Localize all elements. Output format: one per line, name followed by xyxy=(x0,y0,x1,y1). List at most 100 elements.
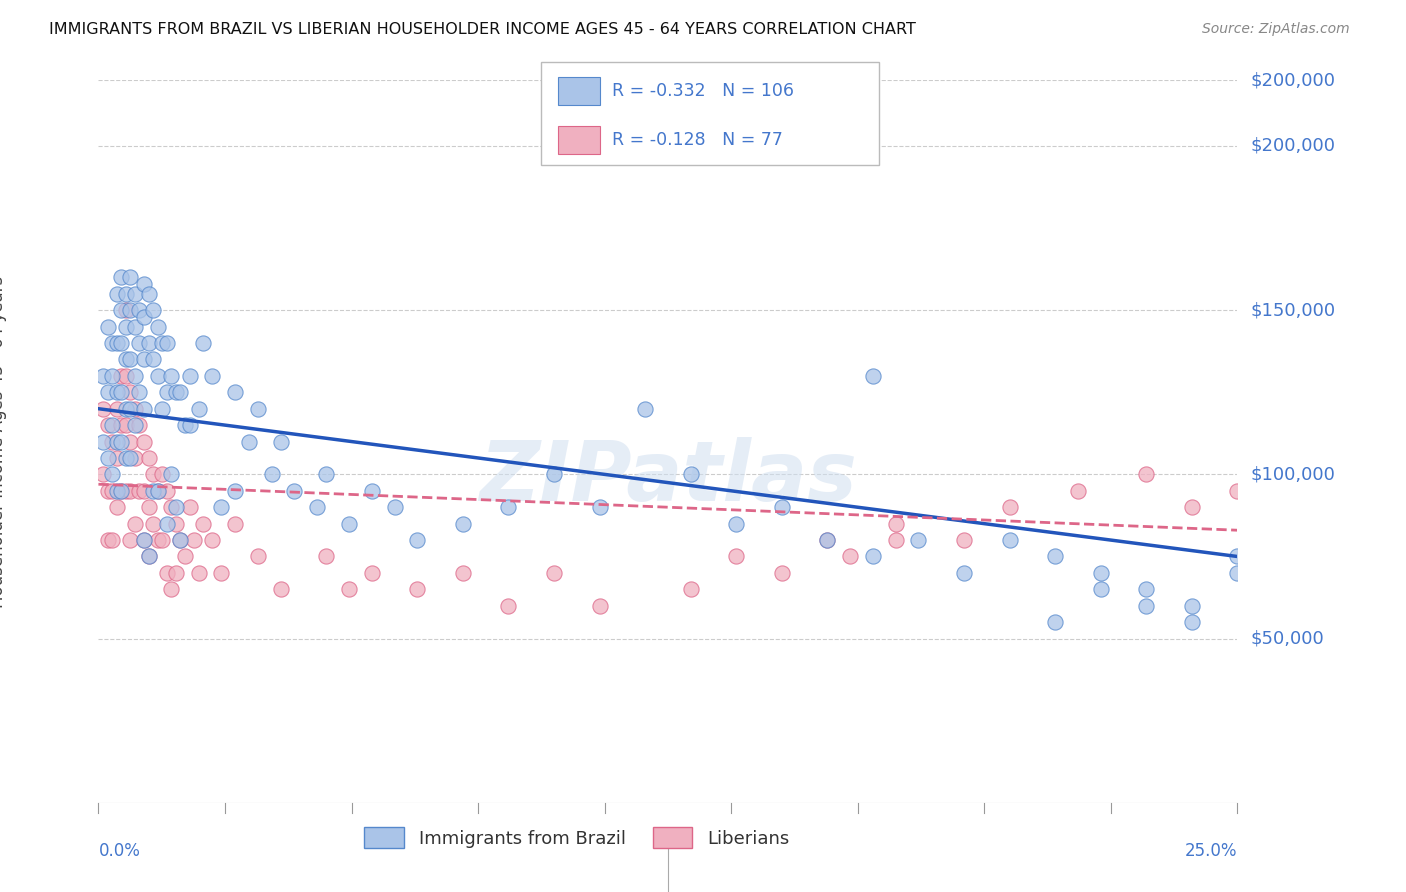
Point xyxy=(120,303,142,318)
Point xyxy=(209,566,232,580)
Point xyxy=(150,401,173,416)
Point xyxy=(91,467,114,482)
Point xyxy=(105,450,128,465)
Point xyxy=(105,483,128,498)
Point xyxy=(1090,582,1112,597)
Point xyxy=(884,533,907,547)
Point xyxy=(114,401,136,416)
Point xyxy=(156,566,179,580)
Point xyxy=(150,467,173,482)
Text: $200,000: $200,000 xyxy=(1251,71,1336,89)
Text: Source: ZipAtlas.com: Source: ZipAtlas.com xyxy=(1202,22,1350,37)
Point xyxy=(124,368,146,383)
Point xyxy=(142,483,165,498)
Point xyxy=(1181,500,1204,515)
Point xyxy=(101,434,124,449)
Point xyxy=(1067,483,1090,498)
Point xyxy=(156,385,179,400)
Point xyxy=(110,418,132,433)
Point xyxy=(124,516,146,531)
Point xyxy=(156,516,179,531)
Point xyxy=(884,516,907,531)
Point xyxy=(1043,549,1066,564)
Point xyxy=(101,418,124,433)
Point xyxy=(138,286,160,301)
Point xyxy=(96,418,118,433)
Point xyxy=(165,566,187,580)
Point xyxy=(150,336,173,351)
Point xyxy=(101,533,124,547)
Point xyxy=(105,401,128,416)
Point xyxy=(110,483,132,498)
Text: 0.0%: 0.0% xyxy=(98,842,141,860)
Point xyxy=(201,368,224,383)
Point xyxy=(451,516,474,531)
Point xyxy=(193,336,215,351)
Point xyxy=(451,566,474,580)
Point xyxy=(862,549,884,564)
Point xyxy=(998,533,1021,547)
Point xyxy=(1226,566,1249,580)
Point xyxy=(406,582,429,597)
Point xyxy=(146,533,169,547)
Point xyxy=(953,533,976,547)
Point xyxy=(120,401,142,416)
Point xyxy=(146,319,169,334)
Point xyxy=(132,533,155,547)
Point xyxy=(1226,483,1249,498)
Point xyxy=(120,352,142,367)
Point xyxy=(128,483,150,498)
Point xyxy=(260,467,283,482)
Point xyxy=(124,450,146,465)
Point xyxy=(1090,566,1112,580)
Point xyxy=(142,467,165,482)
Point xyxy=(201,533,224,547)
Point xyxy=(124,401,146,416)
Point xyxy=(183,533,205,547)
Point xyxy=(179,368,201,383)
Point xyxy=(105,434,128,449)
Point xyxy=(725,549,748,564)
Point xyxy=(179,500,201,515)
Point xyxy=(246,401,269,416)
Point xyxy=(128,385,150,400)
Point xyxy=(91,368,114,383)
Point xyxy=(1181,599,1204,613)
Point xyxy=(132,434,155,449)
Point xyxy=(96,385,118,400)
Point xyxy=(169,385,191,400)
Point xyxy=(725,516,748,531)
Text: $200,000: $200,000 xyxy=(1251,137,1336,155)
Point xyxy=(179,418,201,433)
Point xyxy=(770,500,793,515)
Point xyxy=(187,566,209,580)
Point xyxy=(114,368,136,383)
Point xyxy=(543,566,565,580)
Point xyxy=(224,516,246,531)
Point xyxy=(907,533,929,547)
Text: $100,000: $100,000 xyxy=(1251,466,1336,483)
Point xyxy=(138,336,160,351)
Point xyxy=(91,434,114,449)
Point xyxy=(209,500,232,515)
Point xyxy=(193,516,215,531)
Point xyxy=(120,483,142,498)
Point xyxy=(156,483,179,498)
Point xyxy=(1135,599,1157,613)
Point xyxy=(128,336,150,351)
Point xyxy=(224,385,246,400)
Point xyxy=(105,500,128,515)
Point xyxy=(114,450,136,465)
Point xyxy=(160,368,183,383)
Point xyxy=(315,549,337,564)
Point xyxy=(174,549,197,564)
Point xyxy=(114,418,136,433)
Point xyxy=(1181,615,1204,630)
Point xyxy=(165,516,187,531)
Point xyxy=(120,450,142,465)
Text: $50,000: $50,000 xyxy=(1251,630,1324,648)
Point xyxy=(839,549,862,564)
Point xyxy=(124,286,146,301)
Point xyxy=(174,418,197,433)
Text: R = -0.332   N = 106: R = -0.332 N = 106 xyxy=(612,82,793,100)
